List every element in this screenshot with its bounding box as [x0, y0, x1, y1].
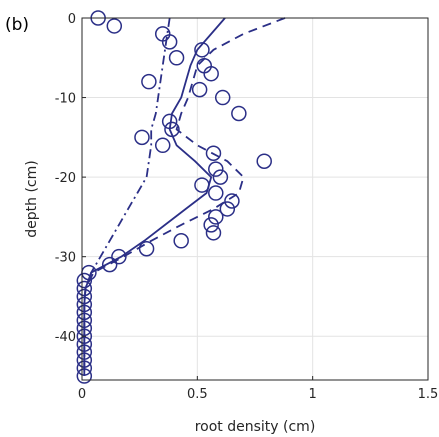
y-tick-label: -30: [55, 251, 76, 266]
data-point: [191, 81, 208, 98]
y-axis-label: depth (cm): [24, 160, 40, 237]
data-point: [111, 248, 127, 265]
plot-frame: [81, 17, 429, 381]
data-point: [219, 201, 236, 217]
x-tick-label: 1: [309, 387, 317, 402]
dashed-line: [83, 17, 286, 376]
y-tick-label: -20: [55, 171, 76, 186]
x-tick-label: 1.5: [418, 387, 439, 402]
data-point: [256, 153, 272, 169]
data-point: [101, 256, 118, 273]
y-tick-label: -10: [55, 92, 76, 107]
panel-label: (b): [5, 15, 29, 35]
data-point: [208, 185, 224, 201]
data-point: [205, 145, 222, 162]
data-point: [154, 137, 171, 154]
data-point: [168, 50, 185, 66]
data-point: [208, 161, 224, 177]
data-point: [138, 240, 155, 257]
y-tick-label: 0: [68, 12, 76, 27]
data-point: [161, 34, 178, 50]
data-point: [141, 73, 157, 90]
data-point: [212, 169, 229, 185]
data-point: [208, 209, 224, 225]
x-axis-label: root density (cm): [195, 419, 316, 435]
data-point: [214, 89, 231, 106]
plot-background: [82, 18, 428, 380]
axis-ticks: 0 0.5 1 1.5 0 -10 -20 -30 -40: [55, 12, 439, 402]
data-point: [76, 272, 93, 289]
x-tick-label: 0: [78, 387, 86, 402]
data-point: [203, 65, 219, 82]
data-point: [194, 42, 210, 58]
series-group: [76, 10, 286, 384]
y-tick-label: -40: [55, 330, 76, 345]
data-point: [106, 18, 123, 34]
data-point: [205, 225, 222, 241]
data-point: [203, 217, 219, 233]
data-point: [224, 193, 240, 209]
data-point: [173, 233, 189, 249]
data-point: [231, 105, 247, 122]
solid-line: [83, 17, 226, 376]
data-point: [134, 129, 150, 146]
x-tick-label: 0.5: [187, 387, 208, 402]
marker-series: [76, 10, 272, 384]
